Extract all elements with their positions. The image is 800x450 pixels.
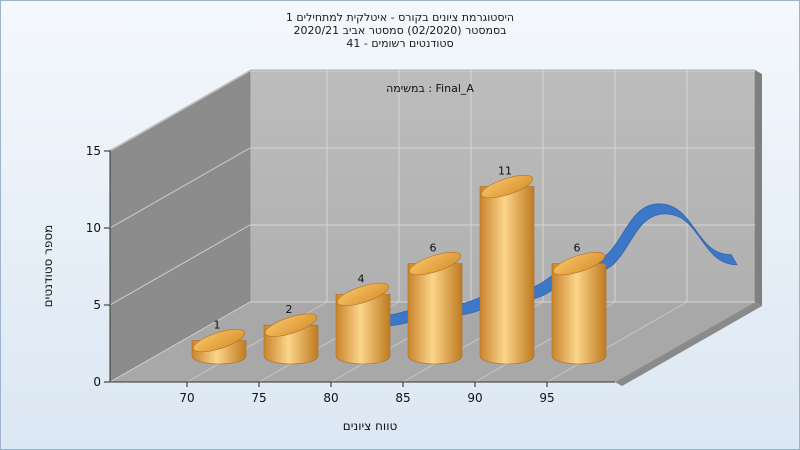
bar-70-75 (191, 329, 247, 365)
bar-80-85 (335, 282, 391, 365)
task-label: במשימה : Final_A (386, 82, 474, 95)
chart-title-line-3: סטודנטים רשומים - 41 (346, 37, 454, 50)
gridline-h-side (109, 301, 251, 383)
floor-front-edge (615, 302, 762, 386)
bar-value-label: 1 (214, 319, 221, 332)
axes: 0 5 10 15 70 75 80 85 90 95 (86, 144, 615, 405)
bar-body (335, 294, 391, 365)
wall-right-edge (755, 70, 762, 306)
chart-title-line-1: היסטוגרמת ציונים בקורס - איטלקית למתחילי… (285, 11, 515, 24)
bar-95-100 (551, 252, 607, 365)
side-wall (110, 70, 250, 382)
bar-top (192, 329, 246, 353)
bars (191, 175, 607, 365)
y-axis-title: מספר סטודנטים (41, 225, 55, 308)
bar-top (336, 282, 390, 306)
x-tick-label: 95 (539, 391, 554, 405)
x-tick-label: 90 (467, 391, 482, 405)
y-tick-label: 15 (86, 144, 101, 158)
bar-value-label: 6 (574, 242, 581, 255)
x-tick-label: 80 (323, 391, 338, 405)
bar-top (408, 252, 462, 276)
x-tick-label: 70 (179, 391, 194, 405)
chart-title-line-2: בסמסטר (02/2020) סמסטר אביב 2020/21 (293, 24, 507, 37)
bar-value-label: 4 (358, 272, 365, 285)
bar-top (264, 313, 318, 337)
bar-body (407, 263, 463, 365)
bar-90-95 (479, 175, 535, 365)
gridline-h-side (109, 70, 251, 152)
gridline-h-side (109, 224, 251, 306)
y-tick-label: 0 (93, 375, 101, 389)
bar-body (551, 263, 607, 365)
y-tick-label: 10 (86, 221, 101, 235)
bar-top (552, 252, 606, 276)
bar-value-label: 2 (286, 303, 293, 316)
bar-value-label: 6 (430, 242, 437, 255)
y-tick-label: 5 (93, 298, 101, 312)
x-axis-title: טווח ציונים (343, 419, 398, 433)
bar-body (479, 186, 535, 365)
x-tick-label: 85 (395, 391, 410, 405)
gridline-h-side (109, 147, 251, 229)
bar-value-label: 11 (498, 165, 512, 178)
bar-value-labels: 1 2 4 6 11 6 (214, 165, 581, 332)
gridline-v-floor (546, 301, 688, 383)
bar-75-80 (263, 313, 319, 365)
x-tick-label: 75 (251, 391, 266, 405)
bar-top (480, 175, 534, 199)
bar-85-90 (407, 252, 463, 365)
